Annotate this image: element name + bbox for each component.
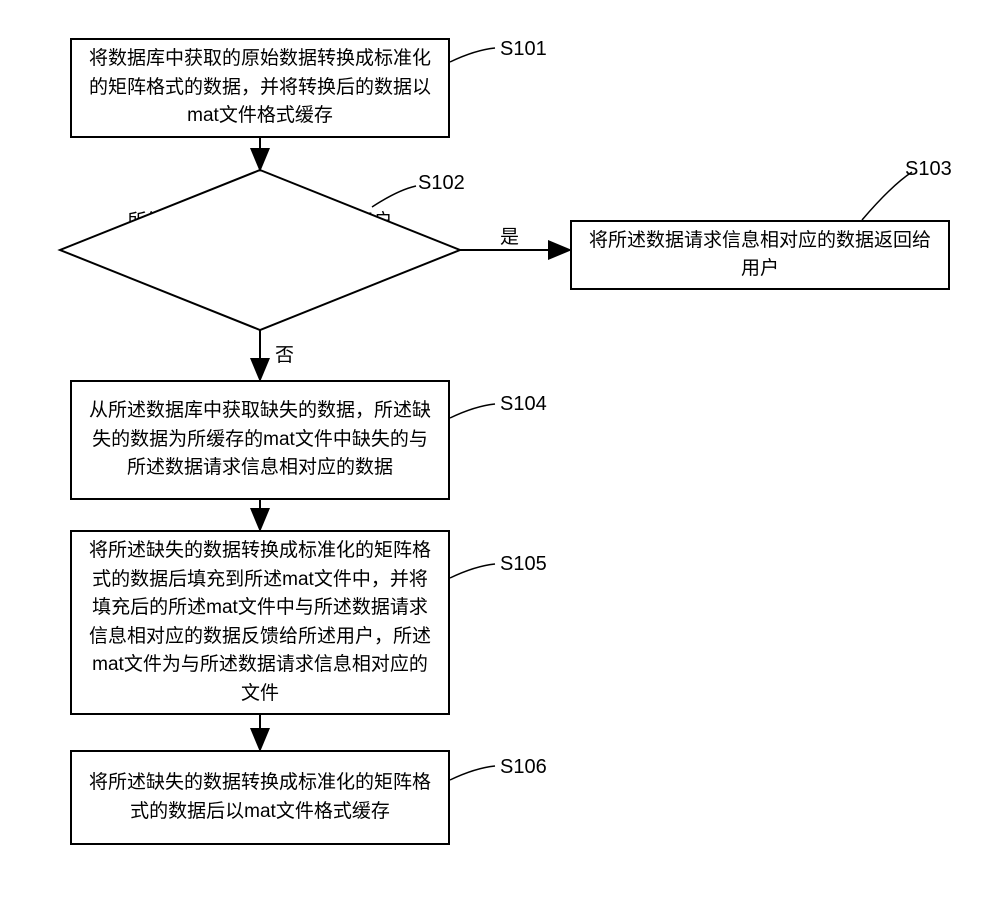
edge-label-no: 否: [275, 340, 294, 367]
leader-s101: [450, 48, 495, 62]
process-s104: 从所述数据库中获取缺失的数据，所述缺失的数据为所缓存的mat文件中缺失的与所述数…: [70, 380, 450, 500]
process-s106: 将所述缺失的数据转换成标准化的矩阵格式的数据后以mat文件格式缓存: [70, 750, 450, 845]
text-s103: 将所述数据请求信息相对应的数据返回给用户: [584, 227, 936, 284]
label-s103: S103: [905, 158, 952, 181]
text-s106: 将所述缺失的数据转换成标准化的矩阵格式的数据后以mat文件格式缓存: [84, 769, 436, 826]
process-s101: 将数据库中获取的原始数据转换成标准化的矩阵格式的数据，并将转换后的数据以mat文…: [70, 38, 450, 138]
label-s102: S102: [418, 172, 465, 195]
decision-s102-text: 所缓存的mat文件 中存在与用户数据请求信息相 对应的全部数据?: [120, 208, 400, 294]
leader-s104: [450, 404, 495, 418]
label-s104: S104: [500, 393, 547, 416]
label-s106: S106: [500, 756, 547, 779]
label-s101: S101: [500, 38, 547, 61]
leader-s106: [450, 766, 495, 780]
text-s102: 所缓存的mat文件 中存在与用户数据请求信息相 对应的全部数据?: [128, 211, 393, 289]
label-s105: S105: [500, 553, 547, 576]
leader-s102: [372, 186, 416, 207]
text-s104: 从所述数据库中获取缺失的数据，所述缺失的数据为所缓存的mat文件中缺失的与所述数…: [84, 397, 436, 483]
edge-label-yes: 是: [500, 222, 519, 249]
text-s101: 将数据库中获取的原始数据转换成标准化的矩阵格式的数据，并将转换后的数据以mat文…: [84, 45, 436, 131]
leader-s105: [450, 564, 495, 578]
process-s103: 将所述数据请求信息相对应的数据返回给用户: [570, 220, 950, 290]
text-s105: 将所述缺失的数据转换成标准化的矩阵格式的数据后填充到所述mat文件中，并将填充后…: [84, 537, 436, 708]
process-s105: 将所述缺失的数据转换成标准化的矩阵格式的数据后填充到所述mat文件中，并将填充后…: [70, 530, 450, 715]
